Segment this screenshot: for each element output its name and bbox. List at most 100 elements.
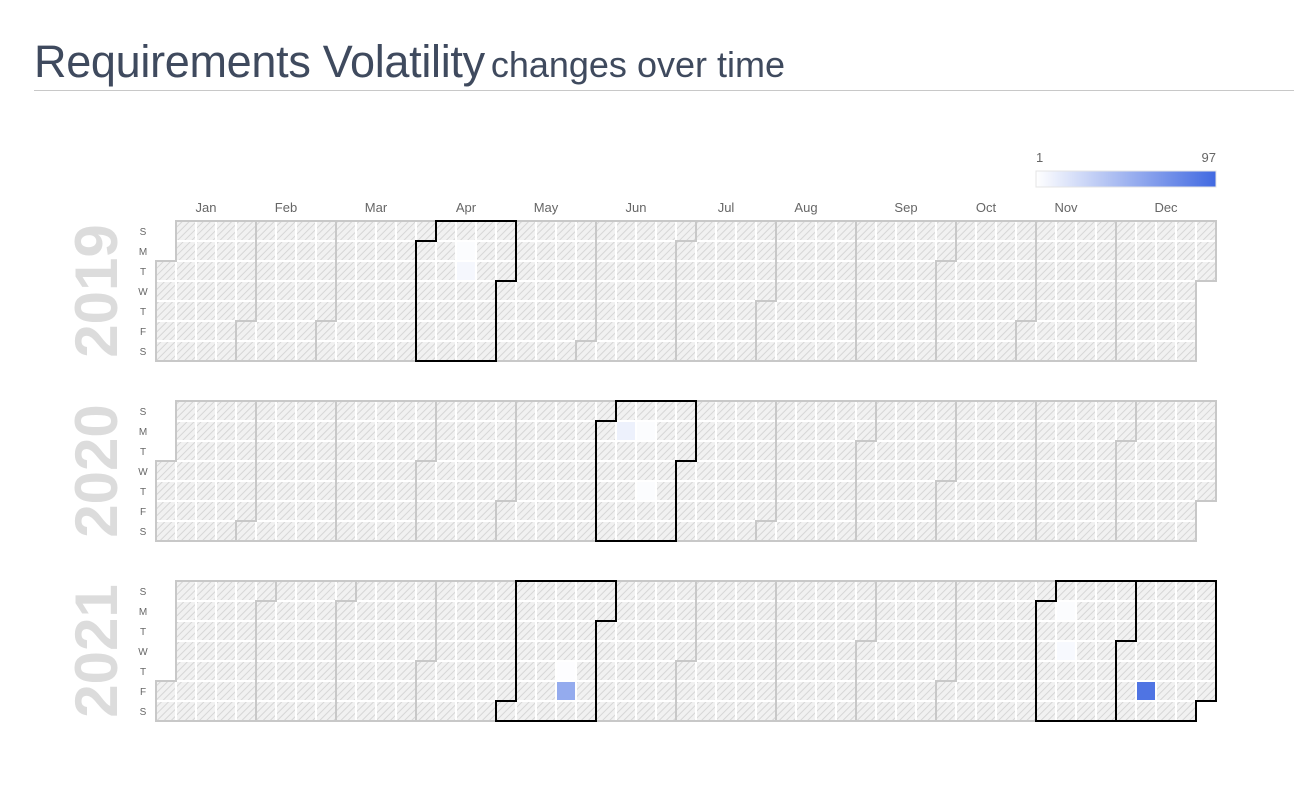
day-cell [1177, 642, 1195, 660]
day-cell [457, 642, 475, 660]
day-cell [1037, 442, 1055, 460]
day-cell [457, 342, 475, 360]
day-cell [417, 502, 435, 520]
day-cell [497, 322, 515, 340]
day-cell [857, 602, 875, 620]
day-cell [777, 622, 795, 640]
day-cell [777, 582, 795, 600]
day-cell [857, 322, 875, 340]
day-cell [597, 502, 615, 520]
day-cell [717, 262, 735, 280]
day-cell [837, 402, 855, 420]
weekday-label: W [138, 467, 148, 478]
day-cell [877, 422, 895, 440]
weekday-label: S [140, 587, 147, 598]
day-cell [717, 662, 735, 680]
day-cell [417, 262, 435, 280]
day-cell [777, 282, 795, 300]
day-cell [377, 282, 395, 300]
day-cell [777, 222, 795, 240]
day-cell [437, 462, 455, 480]
day-cell [617, 682, 635, 700]
day-cell [737, 622, 755, 640]
day-cell [857, 462, 875, 480]
day-cell [837, 702, 855, 720]
day-cell [397, 482, 415, 500]
day-cell [297, 582, 315, 600]
day-cell [277, 422, 295, 440]
day-cell [177, 602, 195, 620]
day-cell [177, 242, 195, 260]
day-cell [777, 702, 795, 720]
day-cell [417, 302, 435, 320]
day-cell [1137, 522, 1155, 540]
day-cell [1157, 522, 1175, 540]
day-cell [1177, 222, 1195, 240]
day-cell [497, 462, 515, 480]
day-cell [197, 402, 215, 420]
day-cell [477, 642, 495, 660]
day-cell [1057, 642, 1075, 660]
day-cell [977, 262, 995, 280]
day-cell [1137, 682, 1155, 700]
day-cell [337, 642, 355, 660]
day-cell [197, 642, 215, 660]
day-cell [1137, 422, 1155, 440]
day-cell [617, 442, 635, 460]
day-cell [517, 422, 535, 440]
day-cell [917, 662, 935, 680]
day-cell [377, 602, 395, 620]
day-cell [637, 682, 655, 700]
day-cell [257, 582, 275, 600]
day-cell [177, 582, 195, 600]
day-cell [657, 342, 675, 360]
day-cell [837, 682, 855, 700]
day-cell [1137, 442, 1155, 460]
day-cell [1177, 702, 1195, 720]
day-cell [217, 462, 235, 480]
day-cell [537, 462, 555, 480]
day-cell [797, 702, 815, 720]
day-cell [997, 342, 1015, 360]
day-cell [297, 602, 315, 620]
day-cell [277, 442, 295, 460]
day-cell [577, 422, 595, 440]
day-cell [217, 622, 235, 640]
day-cell [577, 302, 595, 320]
day-cell [537, 262, 555, 280]
day-cell [457, 482, 475, 500]
day-cell [557, 522, 575, 540]
day-cell [637, 262, 655, 280]
day-cell [897, 502, 915, 520]
day-cell [857, 522, 875, 540]
day-cell [857, 622, 875, 640]
day-cell [1157, 402, 1175, 420]
day-cell [957, 462, 975, 480]
day-cell [577, 502, 595, 520]
day-cell [1177, 242, 1195, 260]
day-cell [1057, 502, 1075, 520]
day-cell [277, 322, 295, 340]
day-cell [797, 622, 815, 640]
day-cell [837, 642, 855, 660]
day-cell [237, 262, 255, 280]
day-cell [1037, 522, 1055, 540]
day-cell [997, 462, 1015, 480]
day-cell [417, 462, 435, 480]
day-cell [917, 242, 935, 260]
day-cell [437, 682, 455, 700]
day-cell [497, 662, 515, 680]
day-cell [857, 502, 875, 520]
day-cell [257, 662, 275, 680]
day-cell [697, 662, 715, 680]
day-cell [637, 242, 655, 260]
day-cell [797, 482, 815, 500]
day-cell [657, 262, 675, 280]
day-cell [197, 282, 215, 300]
day-cell [637, 422, 655, 440]
day-cell [917, 582, 935, 600]
day-cell [637, 302, 655, 320]
day-cell [1157, 662, 1175, 680]
day-cell [957, 582, 975, 600]
day-cell [277, 462, 295, 480]
